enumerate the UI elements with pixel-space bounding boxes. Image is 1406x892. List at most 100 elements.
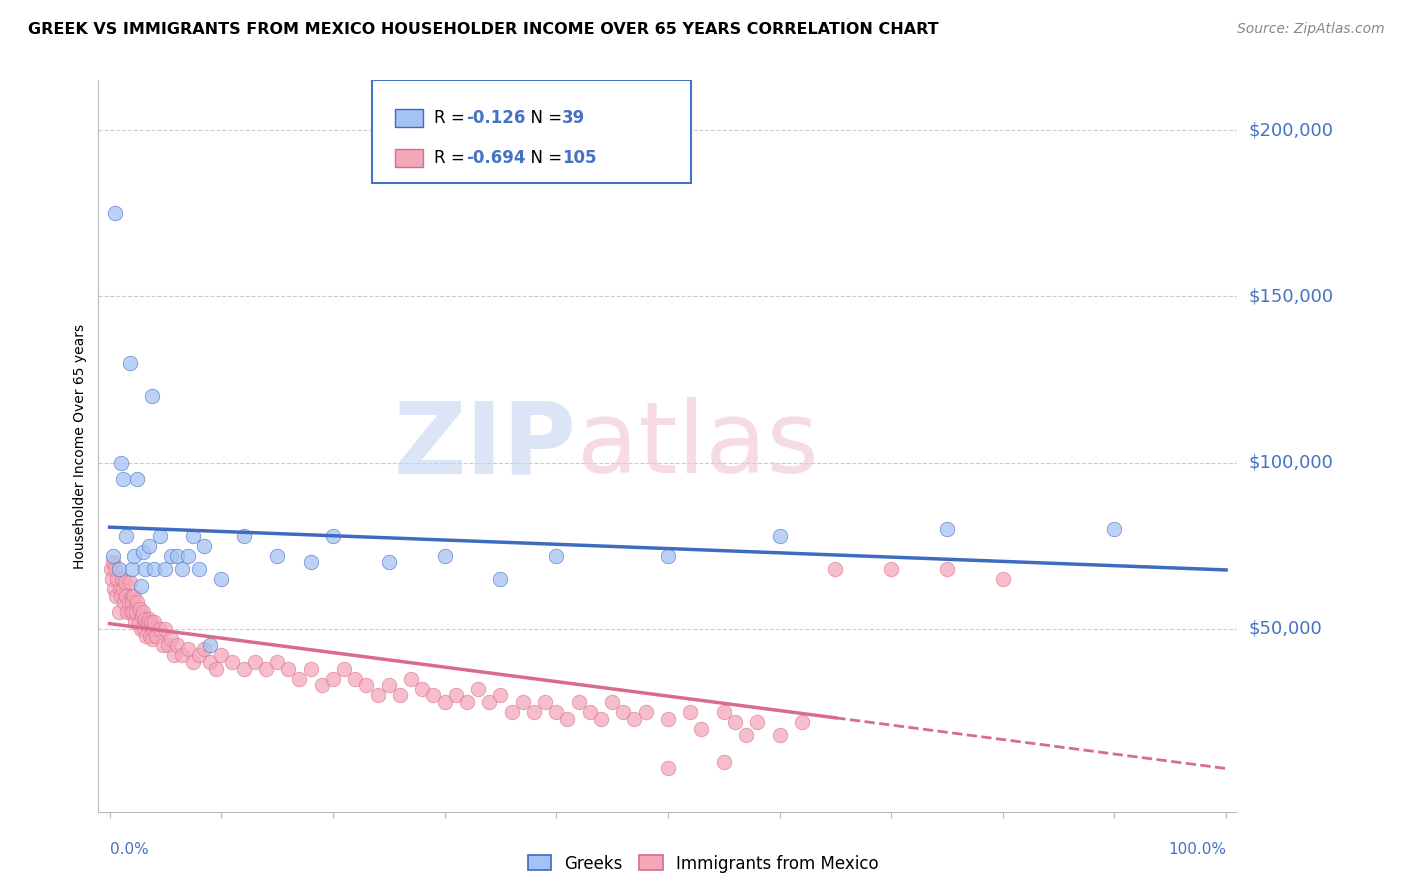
Text: -0.126: -0.126 [467, 110, 526, 128]
Point [679, 705, 702, 719]
Text: 39: 39 [562, 110, 585, 128]
Point [299, 662, 322, 676]
Point [768, 529, 790, 543]
Point [501, 705, 523, 719]
Point [399, 672, 422, 686]
Point [623, 712, 645, 726]
Point [134, 622, 156, 636]
Point [115, 529, 138, 543]
Point [160, 549, 183, 563]
Legend: Greeks, Immigrants from Mexico: Greeks, Immigrants from Mexico [520, 848, 886, 880]
Point [122, 589, 145, 603]
Point [117, 595, 139, 609]
Point [299, 555, 322, 569]
Point [713, 755, 735, 769]
Point [131, 608, 153, 623]
Point [512, 695, 534, 709]
Point [111, 472, 134, 486]
Point [534, 695, 557, 709]
Point [311, 678, 333, 692]
Point [172, 562, 194, 576]
Point [747, 714, 769, 729]
Point [101, 572, 124, 586]
FancyBboxPatch shape [395, 149, 423, 167]
Text: 100.0%: 100.0% [1168, 842, 1226, 857]
Point [209, 572, 232, 586]
Point [149, 622, 172, 636]
Point [467, 681, 489, 696]
Point [232, 529, 254, 543]
Point [322, 672, 344, 686]
Point [145, 628, 167, 642]
Text: Source: ZipAtlas.com: Source: ZipAtlas.com [1237, 22, 1385, 37]
Text: $200,000: $200,000 [1249, 121, 1333, 139]
Point [183, 655, 205, 669]
Point [177, 641, 200, 656]
Point [128, 602, 150, 616]
Point [367, 689, 389, 703]
Point [117, 605, 139, 619]
Point [121, 562, 143, 576]
Point [634, 705, 657, 719]
Point [567, 695, 589, 709]
Point [156, 639, 179, 653]
FancyBboxPatch shape [395, 109, 423, 128]
Point [612, 705, 634, 719]
Point [478, 695, 501, 709]
Point [138, 612, 160, 626]
Point [152, 639, 174, 653]
Point [166, 639, 188, 653]
Point [127, 595, 149, 609]
Point [111, 572, 134, 586]
Point [288, 672, 311, 686]
Text: $100,000: $100,000 [1249, 454, 1333, 472]
Point [768, 728, 790, 742]
Point [880, 562, 903, 576]
Point [589, 712, 612, 726]
Point [139, 628, 162, 642]
Point [232, 662, 254, 676]
Point [657, 762, 679, 776]
Text: GREEK VS IMMIGRANTS FROM MEXICO HOUSEHOLDER INCOME OVER 65 YEARS CORRELATION CHA: GREEK VS IMMIGRANTS FROM MEXICO HOUSEHOL… [28, 22, 939, 37]
Text: $50,000: $50,000 [1249, 620, 1322, 638]
Point [690, 722, 713, 736]
Point [657, 549, 679, 563]
Point [155, 562, 177, 576]
Point [166, 549, 188, 563]
Point [193, 539, 215, 553]
Point [121, 595, 143, 609]
Point [243, 655, 266, 669]
Point [125, 605, 148, 619]
Point [111, 582, 134, 596]
Point [127, 472, 149, 486]
Point [523, 705, 546, 719]
Point [129, 579, 152, 593]
Point [101, 555, 124, 569]
Point [104, 206, 127, 220]
Point [121, 589, 143, 603]
Point [489, 572, 512, 586]
Point [108, 582, 131, 596]
Point [344, 672, 367, 686]
Point [134, 562, 156, 576]
Point [118, 356, 141, 370]
Point [155, 622, 177, 636]
Point [141, 389, 163, 403]
Point [198, 639, 221, 653]
Point [177, 549, 200, 563]
Text: 0.0%: 0.0% [110, 842, 149, 857]
Point [936, 562, 959, 576]
Point [600, 695, 623, 709]
Point [136, 615, 159, 630]
Point [1104, 522, 1126, 536]
Point [118, 575, 141, 590]
Point [132, 545, 155, 559]
Text: ZIP: ZIP [394, 398, 576, 494]
Y-axis label: Householder Income Over 65 years: Householder Income Over 65 years [73, 324, 87, 568]
Text: -0.694: -0.694 [467, 149, 526, 167]
Point [143, 562, 166, 576]
Point [422, 689, 444, 703]
Point [129, 622, 152, 636]
Point [107, 572, 129, 586]
FancyBboxPatch shape [371, 80, 690, 183]
